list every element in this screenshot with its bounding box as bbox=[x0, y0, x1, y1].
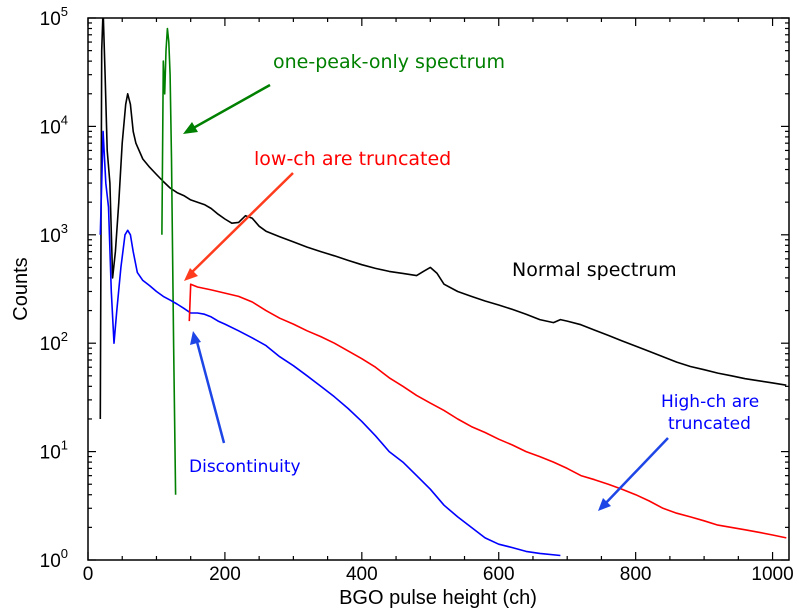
series-layer bbox=[99, 18, 787, 557]
arrow-high-ch-head bbox=[598, 498, 611, 511]
x-tick-label: 800 bbox=[620, 564, 652, 585]
annotation-discontinuity: Discontinuity bbox=[189, 457, 301, 477]
series-line-1 bbox=[161, 27, 177, 495]
arrow-one-peak bbox=[187, 83, 271, 133]
annotation-one-peak: one-peak-only spectrum bbox=[273, 51, 505, 73]
arrow-low-ch-head bbox=[184, 268, 198, 281]
arrow-discontinuity bbox=[194, 337, 226, 444]
annotation-high-ch-line1: High-ch are bbox=[661, 392, 759, 412]
y-tick-label: 101 bbox=[40, 438, 68, 464]
annotation-arrows bbox=[183, 83, 669, 511]
series-line-2 bbox=[99, 130, 561, 557]
annotation-normal: Normal spectrum bbox=[512, 259, 677, 281]
y-tick-label: 104 bbox=[40, 112, 68, 138]
arrow-one-peak-head bbox=[183, 122, 198, 134]
plot-frame bbox=[87, 17, 790, 561]
annotation-high-ch-line2: truncated bbox=[668, 414, 751, 434]
y-axis-label: Counts bbox=[10, 257, 32, 320]
x-tick-label: 1000 bbox=[751, 564, 793, 585]
x-axis-label: BGO pulse height (ch) bbox=[339, 587, 537, 609]
arrow-high-ch bbox=[602, 437, 669, 507]
annotation-low-ch: low-ch are truncated bbox=[254, 148, 451, 170]
y-tick-label: 100 bbox=[40, 546, 68, 572]
x-tick-label: 600 bbox=[483, 564, 515, 585]
series-line-3 bbox=[188, 283, 787, 539]
y-tick-label: 102 bbox=[40, 329, 68, 355]
arrow-low-ch bbox=[187, 172, 294, 277]
tick-layer: 0 200 400 600 800 1000 100 101 102 103 104 105 bbox=[40, 4, 794, 585]
x-tick-label: 400 bbox=[346, 564, 378, 585]
series-line-0 bbox=[99, 18, 787, 420]
arrow-discontinuity-head bbox=[190, 331, 201, 345]
y-tick-label: 103 bbox=[40, 221, 68, 247]
x-tick-label: 0 bbox=[83, 564, 94, 585]
y-tick-label: 105 bbox=[40, 4, 68, 30]
x-tick-label: 200 bbox=[209, 564, 241, 585]
